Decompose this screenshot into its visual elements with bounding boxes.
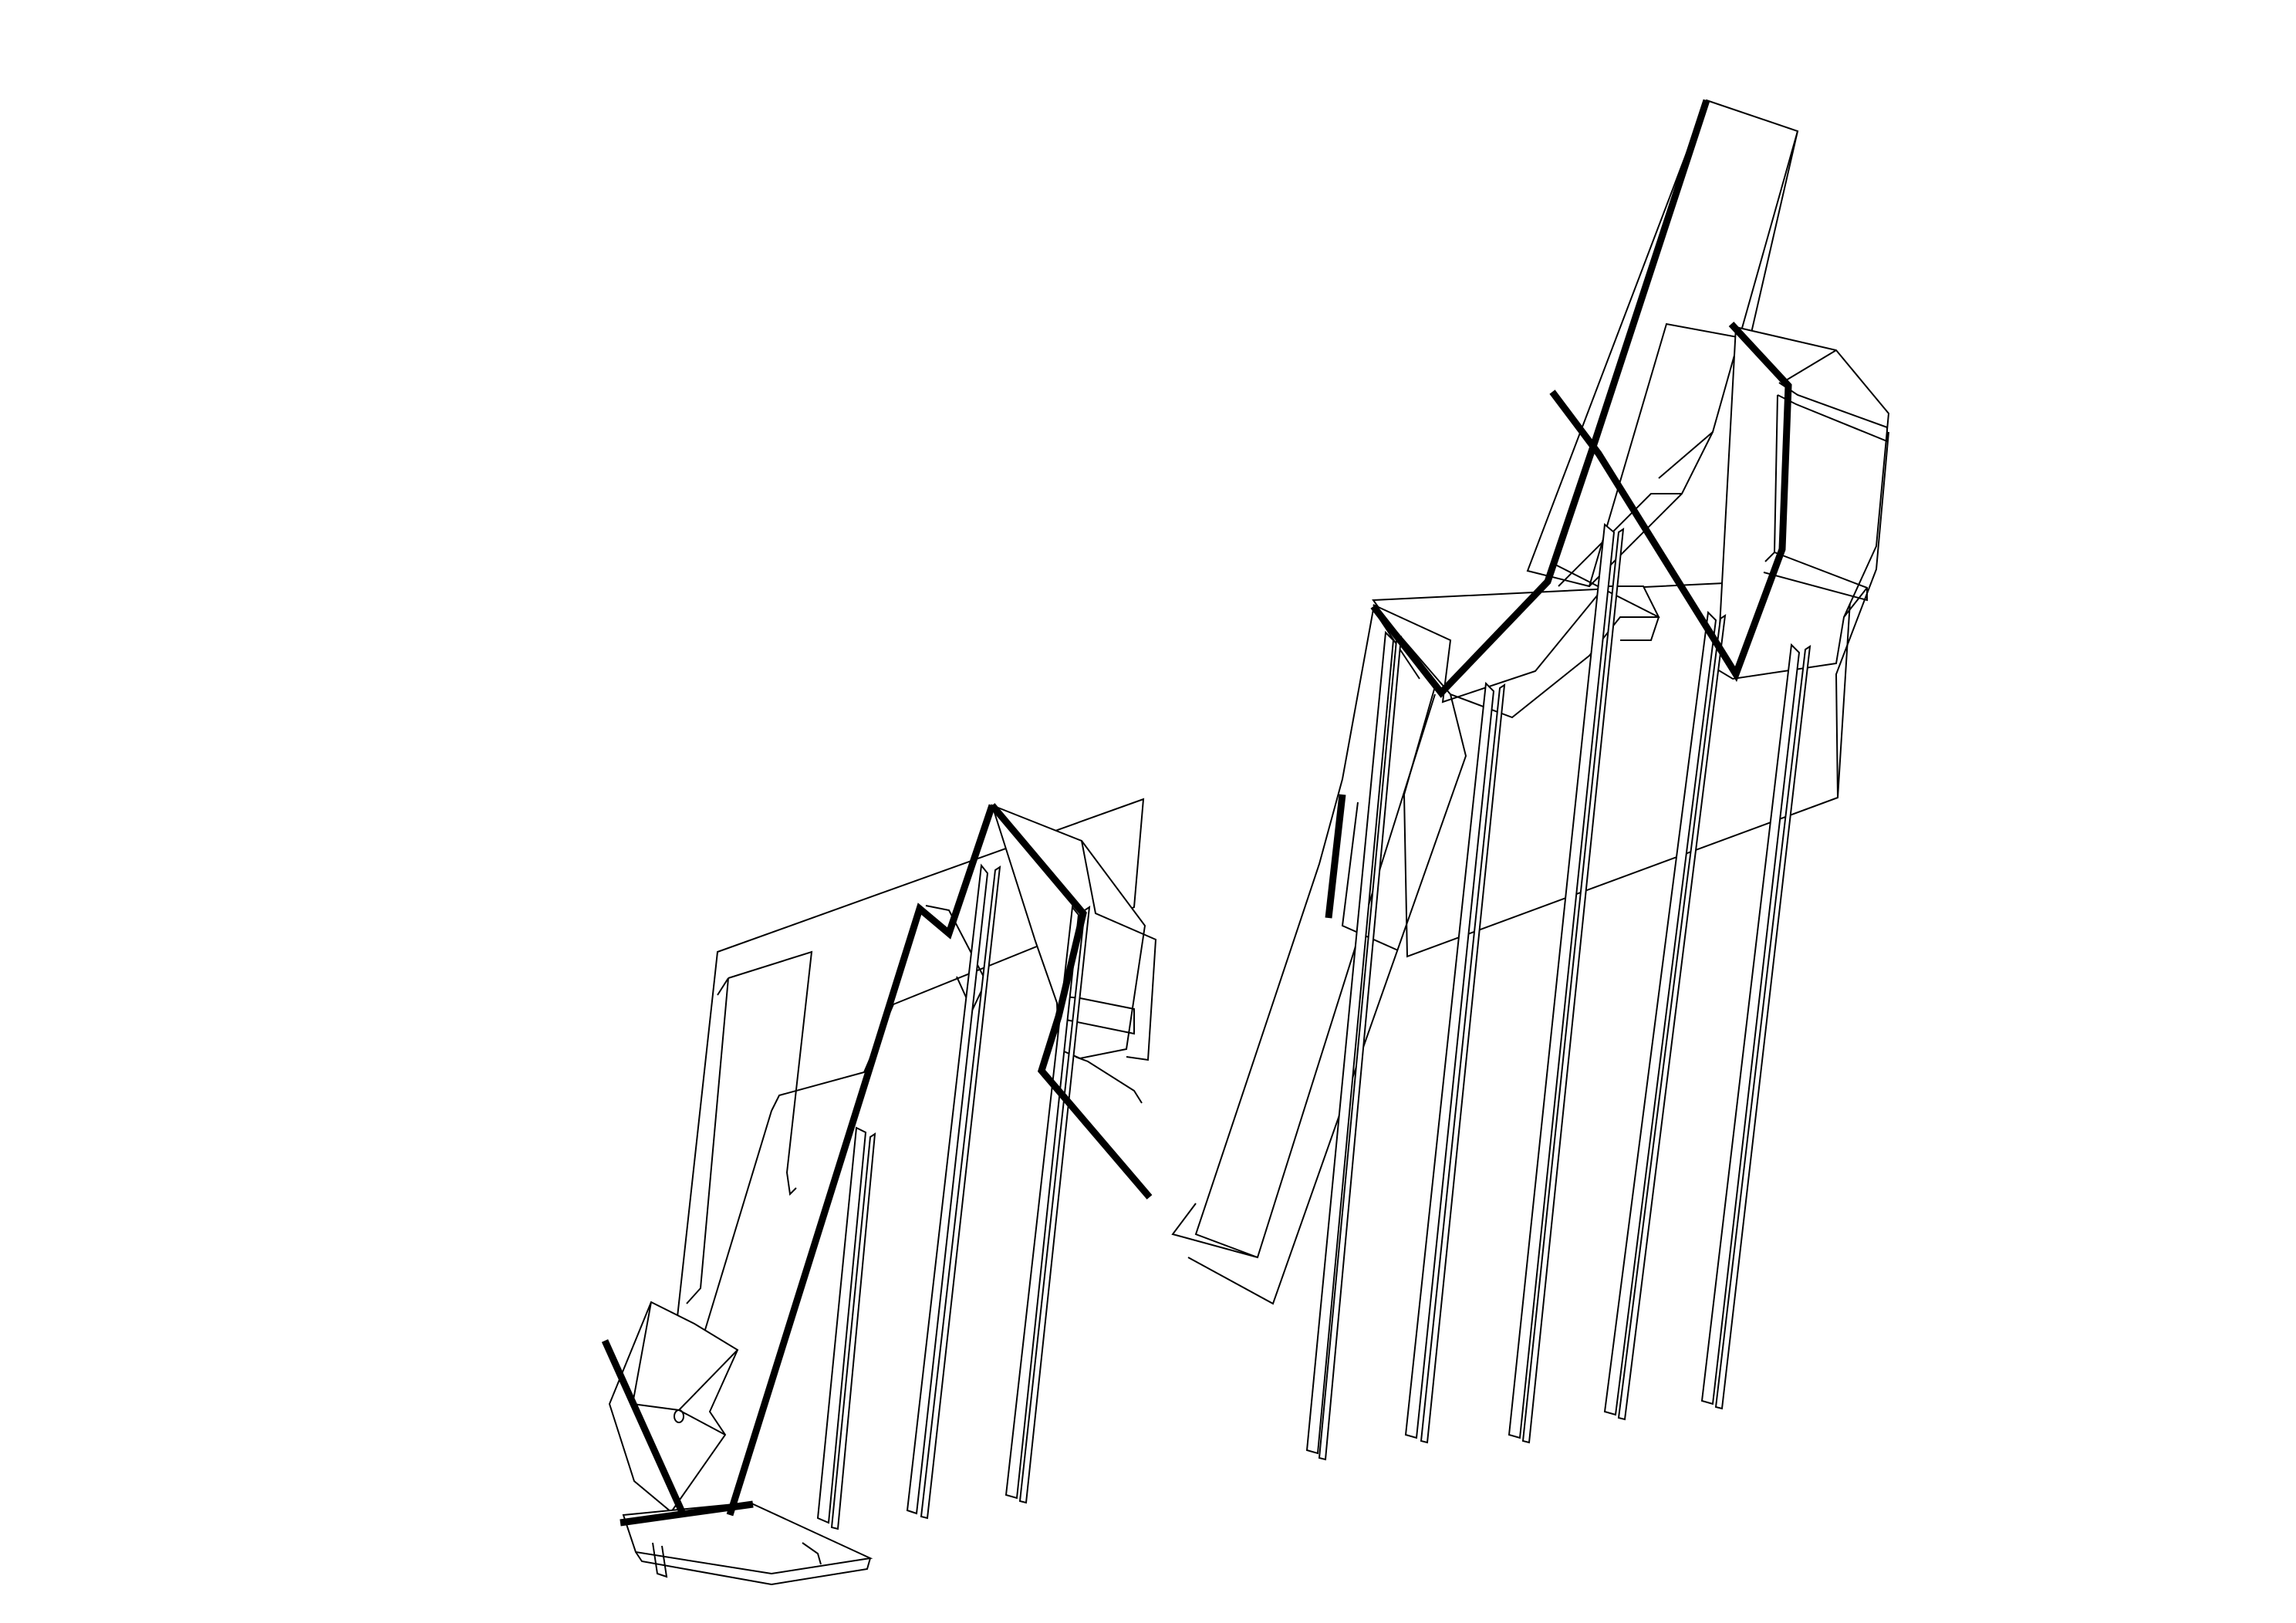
section-cut-line <box>601 99 1792 1527</box>
support-stilts <box>816 523 1811 1530</box>
stair-body <box>608 99 1890 1586</box>
